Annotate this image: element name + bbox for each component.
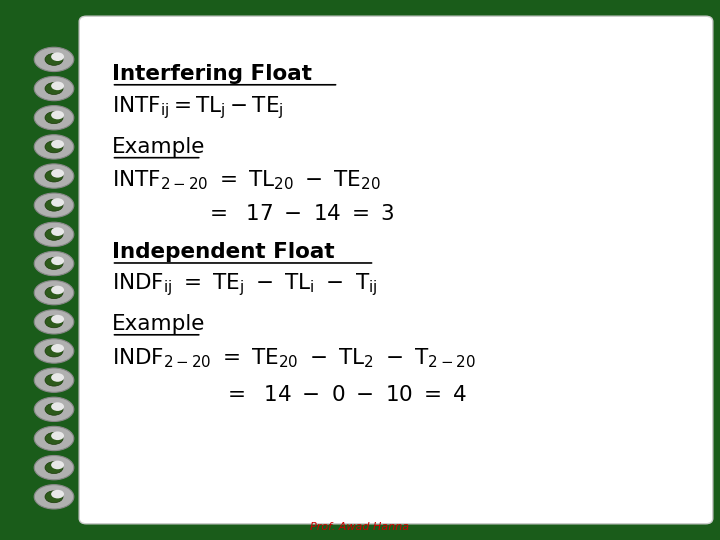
Ellipse shape <box>35 339 74 363</box>
Ellipse shape <box>45 345 63 357</box>
Ellipse shape <box>45 83 63 94</box>
Ellipse shape <box>35 193 74 217</box>
Ellipse shape <box>35 427 74 451</box>
Ellipse shape <box>51 52 64 61</box>
Ellipse shape <box>51 402 64 411</box>
Ellipse shape <box>45 170 63 182</box>
Text: $\mathrm{=\ \ 14\ -\ 0\ -\ 10\ =\ 4}$: $\mathrm{=\ \ 14\ -\ 0\ -\ 10\ =\ 4}$ <box>223 385 467 405</box>
Ellipse shape <box>51 256 64 265</box>
Ellipse shape <box>35 47 74 71</box>
Ellipse shape <box>45 199 63 211</box>
Ellipse shape <box>51 198 64 207</box>
Ellipse shape <box>51 490 64 498</box>
Ellipse shape <box>45 258 63 269</box>
Ellipse shape <box>51 461 64 469</box>
Text: $\mathrm{INTF_{ij} = TL_j - TE_j}$: $\mathrm{INTF_{ij} = TL_j - TE_j}$ <box>112 94 283 122</box>
Ellipse shape <box>35 106 74 130</box>
Ellipse shape <box>45 462 63 474</box>
Ellipse shape <box>45 374 63 386</box>
Ellipse shape <box>51 227 64 236</box>
Ellipse shape <box>51 286 64 294</box>
Ellipse shape <box>45 141 63 153</box>
Ellipse shape <box>35 281 74 305</box>
Ellipse shape <box>35 485 74 509</box>
Ellipse shape <box>51 140 64 149</box>
Ellipse shape <box>51 431 64 440</box>
Text: Example: Example <box>112 137 205 157</box>
Ellipse shape <box>45 433 63 444</box>
FancyBboxPatch shape <box>79 16 713 524</box>
Text: $\mathrm{=\ \ 17\ -\ 14\ =\ 3}$: $\mathrm{=\ \ 17\ -\ 14\ =\ 3}$ <box>205 204 395 224</box>
Ellipse shape <box>35 164 74 188</box>
Ellipse shape <box>45 316 63 328</box>
Ellipse shape <box>35 368 74 392</box>
Ellipse shape <box>35 397 74 422</box>
Ellipse shape <box>45 287 63 299</box>
Text: Independent Float: Independent Float <box>112 242 334 262</box>
Ellipse shape <box>45 228 63 240</box>
Ellipse shape <box>51 344 64 353</box>
Ellipse shape <box>35 135 74 159</box>
Ellipse shape <box>51 111 64 119</box>
Ellipse shape <box>35 456 74 480</box>
Ellipse shape <box>35 76 74 100</box>
Ellipse shape <box>35 309 74 334</box>
Ellipse shape <box>45 491 63 503</box>
Ellipse shape <box>35 222 74 246</box>
Text: Interfering Float: Interfering Float <box>112 64 312 84</box>
Ellipse shape <box>45 53 63 65</box>
Ellipse shape <box>45 403 63 415</box>
Text: Prof. Awad Hanna: Prof. Awad Hanna <box>310 522 410 532</box>
Ellipse shape <box>51 82 64 90</box>
Text: $\mathrm{INDF_{ij}\ =\ TE_j\ -\ TL_i\ -\ T_{ij}}$: $\mathrm{INDF_{ij}\ =\ TE_j\ -\ TL_i\ -\… <box>112 271 377 298</box>
Ellipse shape <box>35 252 74 275</box>
Text: $\mathrm{INTF_{2-20}\ =\ TL_{20}\ -\ TE_{20}}$: $\mathrm{INTF_{2-20}\ =\ TL_{20}\ -\ TE_… <box>112 168 380 192</box>
Ellipse shape <box>51 315 64 323</box>
Text: Example: Example <box>112 314 205 334</box>
Ellipse shape <box>51 373 64 382</box>
Text: $\mathrm{INDF_{2-20}\ =\ TE_{20}\ -\ TL_2\ -\ T_{2-20}}$: $\mathrm{INDF_{2-20}\ =\ TE_{20}\ -\ TL_… <box>112 346 475 370</box>
Ellipse shape <box>51 169 64 178</box>
Ellipse shape <box>45 112 63 124</box>
